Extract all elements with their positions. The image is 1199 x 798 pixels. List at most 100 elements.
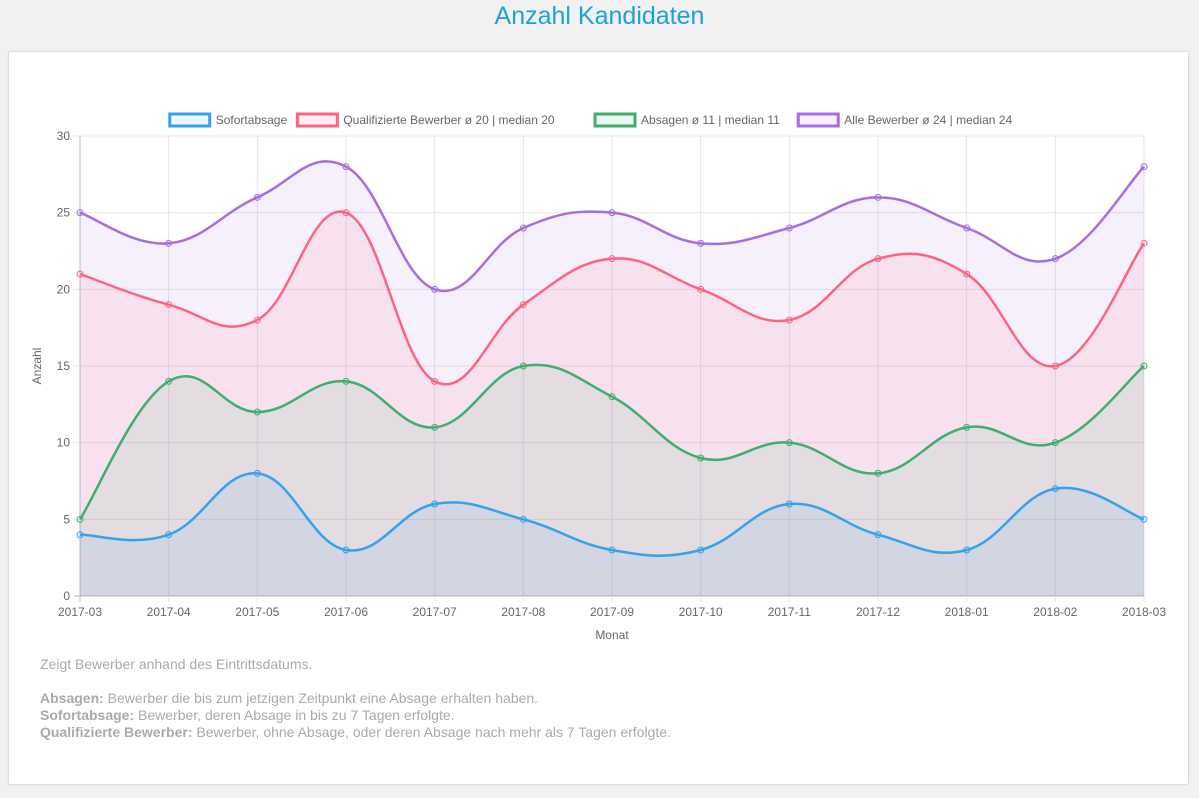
x-tick-label: 2018-01 bbox=[945, 605, 989, 619]
chart-description: Zeigt Bewerber anhand des Eintrittsdatum… bbox=[40, 656, 1140, 741]
data-point bbox=[519, 301, 527, 309]
text-sofortabsage: Bewerber, deren Absage in bis zu 7 Tagen… bbox=[134, 707, 455, 723]
series-area-fill bbox=[80, 364, 1144, 596]
data-point bbox=[253, 469, 261, 477]
x-tick-label: 2017-06 bbox=[324, 605, 368, 619]
data-point bbox=[874, 255, 882, 263]
data-point bbox=[1140, 515, 1148, 523]
data-point bbox=[165, 531, 173, 539]
data-point bbox=[431, 285, 439, 293]
line-chart: 0 5 10 15 20 25 30 2017-03 2017-04 2017-05 2017-06… bbox=[30, 112, 1167, 642]
legend: Sofortabsage Qualifizierte Bewerber ø 20 … bbox=[168, 112, 1012, 128]
legend-item: Alle Bewerber ø 24 | median 24 bbox=[796, 112, 1012, 128]
x-tick-label: 2018-03 bbox=[1122, 605, 1166, 619]
data-point bbox=[697, 546, 705, 554]
description-item-absagen: Absagen: Bewerber die bis zum jetzigen Z… bbox=[40, 690, 1140, 707]
y-axis-title: Anzahl bbox=[30, 348, 44, 385]
y-tick-label: 15 bbox=[57, 359, 71, 373]
term-sofortabsage: Sofortabsage: bbox=[40, 707, 135, 723]
series-lines bbox=[78, 160, 1146, 557]
data-point bbox=[76, 515, 84, 523]
data-point bbox=[963, 546, 971, 554]
data-point bbox=[76, 270, 84, 278]
data-point bbox=[608, 393, 616, 401]
data-point bbox=[1140, 239, 1148, 247]
data-point bbox=[342, 209, 350, 217]
description-item-sofortabsage: Sofortabsage: Bewerber, deren Absage in … bbox=[40, 707, 1140, 724]
x-tick-label: 2017-09 bbox=[590, 605, 634, 619]
data-point bbox=[342, 377, 350, 385]
y-tick-label: 20 bbox=[57, 282, 71, 296]
x-tick-label: 2017-07 bbox=[413, 605, 457, 619]
y-tick-label: 25 bbox=[57, 206, 71, 220]
data-point bbox=[1051, 362, 1059, 370]
data-point bbox=[785, 500, 793, 508]
data-point bbox=[342, 163, 350, 171]
legend-item: Sofortabsage bbox=[168, 112, 287, 128]
data-point bbox=[963, 270, 971, 278]
data-point bbox=[1140, 163, 1148, 171]
data-point bbox=[874, 469, 882, 477]
data-point bbox=[76, 531, 84, 539]
series-line bbox=[78, 363, 1145, 521]
tick-labels: 0 5 10 15 20 25 30 2017-03 2017-04 2017-05 2017-06… bbox=[57, 129, 1167, 619]
data-point bbox=[963, 224, 971, 232]
description-intro: Zeigt Bewerber anhand des Eintrittsdatum… bbox=[40, 656, 313, 672]
data-point bbox=[519, 224, 527, 232]
legend-swatch bbox=[593, 112, 637, 128]
x-tick-label: 2017-11 bbox=[768, 605, 811, 619]
data-point bbox=[608, 209, 616, 217]
area-fills bbox=[80, 161, 1144, 597]
legend-label: Qualifizierte Bewerber ø 20 | median 20 bbox=[343, 113, 555, 127]
x-tick-label: 2017-04 bbox=[147, 605, 191, 619]
data-point bbox=[785, 224, 793, 232]
data-point bbox=[1051, 255, 1059, 263]
data-point bbox=[431, 500, 439, 508]
x-tick-label: 2017-05 bbox=[235, 605, 279, 619]
y-tick-label: 30 bbox=[57, 129, 71, 143]
data-point bbox=[342, 546, 350, 554]
description-item-qualifiziert: Qualifizierte Bewerber: Bewerber, ohne A… bbox=[40, 724, 1140, 741]
x-tick-label: 2017-12 bbox=[856, 605, 900, 619]
data-point bbox=[785, 439, 793, 447]
y-tick-label: 5 bbox=[63, 512, 70, 526]
data-point bbox=[253, 316, 261, 324]
data-point bbox=[165, 377, 173, 385]
x-tick-label: 2017-08 bbox=[501, 605, 545, 619]
data-point bbox=[76, 209, 84, 217]
legend-swatch bbox=[168, 112, 212, 128]
data-point bbox=[165, 301, 173, 309]
legend-item: Absagen ø 11 | median 11 bbox=[593, 112, 780, 128]
series-line bbox=[79, 160, 1145, 293]
y-tick-label: 0 bbox=[63, 589, 70, 603]
x-axis-title: Monat bbox=[595, 628, 629, 642]
data-point bbox=[697, 285, 705, 293]
legend-swatch bbox=[796, 112, 840, 128]
x-tick-label: 2018-02 bbox=[1033, 605, 1077, 619]
data-point bbox=[697, 454, 705, 462]
data-point bbox=[1140, 362, 1148, 370]
series-line bbox=[79, 472, 1145, 557]
legend-item: Qualifizierte Bewerber ø 20 | median 20 bbox=[295, 112, 555, 128]
data-point bbox=[519, 515, 527, 523]
y-tick-label: 10 bbox=[57, 436, 71, 450]
data-point bbox=[165, 239, 173, 247]
data-points bbox=[76, 163, 1148, 554]
data-point bbox=[608, 255, 616, 263]
text-absagen: Bewerber die bis zum jetzigen Zeitpunkt … bbox=[103, 690, 539, 706]
x-tick-label: 2017-03 bbox=[58, 605, 102, 619]
series-area-fill bbox=[80, 211, 1144, 597]
text-qualifiziert: Bewerber, ohne Absage, oder deren Absage… bbox=[192, 724, 671, 740]
x-tick-label: 2017-10 bbox=[679, 605, 723, 619]
data-point bbox=[431, 423, 439, 431]
legend-label: Alle Bewerber ø 24 | median 24 bbox=[844, 113, 1012, 127]
legend-label: Absagen ø 11 | median 11 bbox=[641, 113, 780, 127]
data-point bbox=[253, 193, 261, 201]
term-qualifiziert: Qualifizierte Bewerber: bbox=[40, 724, 193, 740]
data-point bbox=[697, 239, 705, 247]
data-point bbox=[963, 423, 971, 431]
data-point bbox=[874, 193, 882, 201]
data-point bbox=[1051, 485, 1059, 493]
series-area-fill bbox=[80, 473, 1144, 596]
chart-card: 0 5 10 15 20 25 30 2017-03 2017-04 2017-05 2017-06… bbox=[9, 52, 1188, 784]
